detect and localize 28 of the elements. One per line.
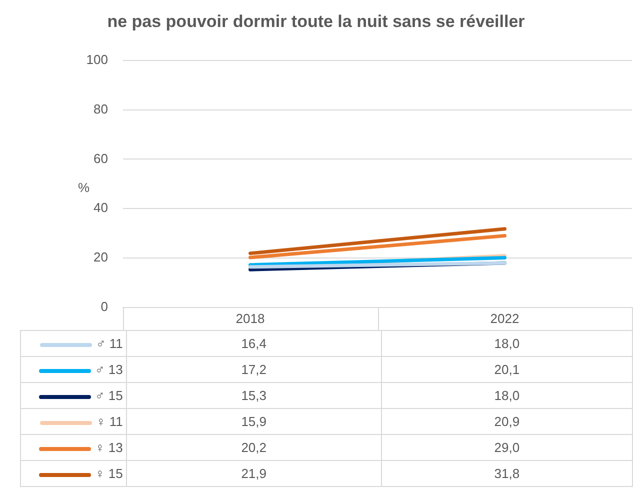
x-tick-label: 2022: [490, 310, 520, 326]
data-label: 29,0: [381, 434, 632, 460]
legend-label: ♂ 13: [20, 356, 126, 382]
data-label: 18,0: [381, 330, 632, 356]
data-label: 17,2: [126, 356, 382, 382]
data-label: 31,8: [381, 460, 632, 486]
data-label: 21,9: [126, 460, 382, 486]
chart-title: ne pas pouvoir dormir toute la nuit sans se réveiller: [107, 12, 526, 31]
data-label: 16,4: [126, 330, 382, 356]
data-label: 15,3: [126, 382, 382, 408]
legend-label: ♂ 15: [20, 382, 126, 408]
data-label: 20,1: [381, 356, 632, 382]
legend-label: ♀ 15: [20, 460, 126, 486]
data-label: 20,2: [126, 434, 382, 460]
y-tick-label: 0: [100, 298, 108, 314]
data-label: 15,9: [126, 408, 382, 434]
x-tick-label: 2018: [236, 310, 265, 326]
legend-label: ♂ 11: [20, 330, 126, 356]
y-tick-label: 40: [94, 200, 108, 216]
legend-label: ♀ 13: [20, 434, 126, 460]
y-tick-label: 100: [86, 52, 108, 67]
data-label: 20,9: [381, 408, 632, 434]
data-label: 18,0: [381, 382, 632, 408]
legend-label: ♀ 11: [20, 408, 126, 434]
y-axis-title: %: [78, 180, 90, 195]
y-tick-label: 20: [94, 250, 108, 265]
y-tick-label: 80: [94, 101, 108, 116]
y-tick-label: 60: [94, 150, 108, 166]
